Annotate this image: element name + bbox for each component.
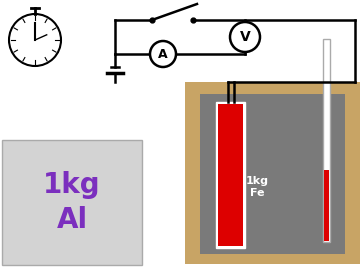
Text: 1kg
Al: 1kg Al — [43, 171, 101, 234]
Text: 1kg: 1kg — [245, 176, 269, 186]
Bar — [185, 82, 360, 264]
Text: V: V — [240, 30, 250, 44]
Circle shape — [150, 41, 176, 67]
Bar — [323, 39, 330, 242]
Bar — [200, 94, 345, 254]
Bar — [218, 104, 243, 246]
Circle shape — [9, 14, 61, 66]
Text: Fe: Fe — [250, 188, 264, 198]
Bar — [2, 140, 142, 265]
Text: A: A — [158, 48, 168, 60]
Bar — [324, 170, 329, 241]
Circle shape — [230, 22, 260, 52]
Bar — [216, 102, 245, 248]
